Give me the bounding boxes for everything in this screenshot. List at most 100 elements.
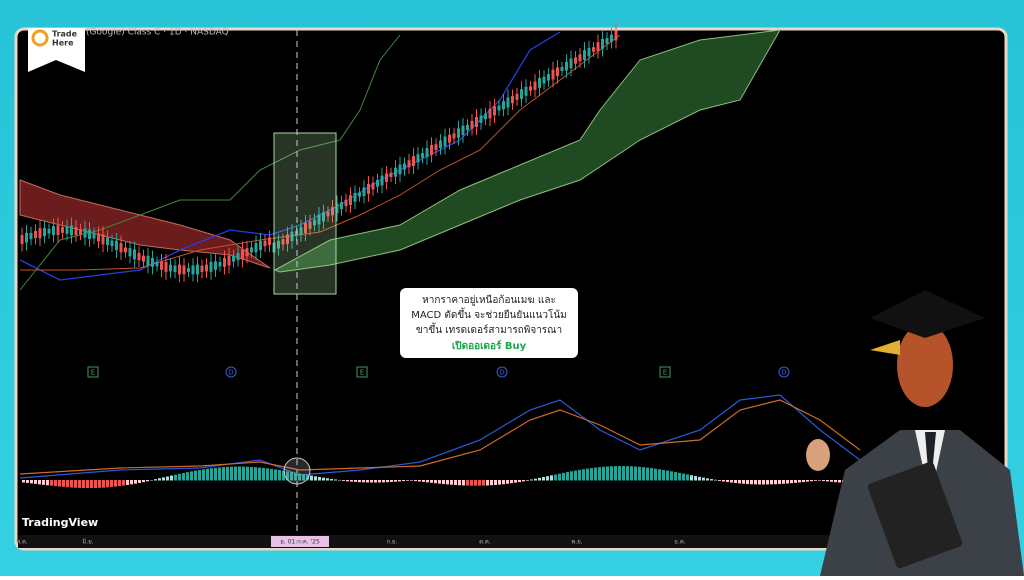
- histogram-bar: [158, 478, 161, 481]
- histogram-bar: [666, 470, 669, 481]
- candle-body: [151, 257, 154, 267]
- candle-body: [196, 264, 199, 275]
- candle-body: [448, 134, 451, 143]
- histogram-bar: [370, 480, 373, 483]
- macd-histogram: [22, 466, 861, 489]
- candle-body: [457, 128, 460, 138]
- histogram-bar: [522, 480, 525, 482]
- candle-body: [610, 34, 613, 42]
- candle-body: [434, 144, 438, 150]
- histogram-bar: [822, 480, 825, 482]
- histogram-bar: [710, 479, 713, 481]
- time-axis: [18, 535, 1004, 548]
- histogram-bar: [474, 480, 477, 486]
- histogram-bar: [706, 478, 709, 481]
- cross-marker: [283, 457, 311, 485]
- histogram-bar: [350, 480, 353, 482]
- histogram-bar: [610, 466, 613, 481]
- histogram-bar: [730, 480, 733, 483]
- histogram-bar: [670, 471, 673, 481]
- candle-body: [421, 153, 424, 158]
- histogram-bar: [582, 469, 585, 481]
- candle-body: [124, 247, 127, 253]
- histogram-bar: [282, 470, 285, 481]
- histogram-bar: [314, 476, 317, 481]
- histogram-bar: [142, 480, 145, 483]
- histogram-bar: [110, 480, 113, 487]
- histogram-bar: [722, 480, 725, 482]
- histogram-bar: [754, 480, 757, 485]
- candle-body: [583, 50, 586, 60]
- candle-body: [25, 232, 28, 243]
- candle-body: [304, 222, 307, 233]
- histogram-bar: [458, 480, 461, 486]
- candle-body: [538, 77, 541, 88]
- histogram-bar: [150, 480, 153, 481]
- histogram-bar: [202, 469, 205, 481]
- candle-body: [614, 30, 618, 41]
- histogram-bar: [178, 473, 181, 481]
- histogram-bar: [242, 466, 245, 481]
- histogram-bar: [826, 480, 829, 482]
- candle-body: [565, 61, 568, 71]
- histogram-bar: [446, 480, 449, 485]
- histogram-bar: [114, 480, 117, 487]
- candle-body: [533, 81, 537, 90]
- candle-body: [142, 255, 145, 262]
- candle-body: [601, 39, 604, 49]
- histogram-bar: [586, 468, 589, 481]
- histogram-bar: [790, 480, 793, 484]
- histogram-bar: [782, 480, 785, 484]
- histogram-bar: [46, 480, 49, 486]
- histogram-bar: [466, 480, 469, 486]
- candle-body: [263, 240, 267, 247]
- candle-body: [497, 105, 501, 111]
- candle-body: [115, 240, 118, 251]
- histogram-bar: [566, 472, 569, 481]
- candle-body: [592, 47, 595, 52]
- histogram-bar: [762, 480, 765, 485]
- macd-line: [19, 394, 861, 479]
- histogram-bar: [450, 480, 453, 485]
- histogram-bar: [70, 480, 73, 488]
- candle-body: [520, 89, 523, 99]
- histogram-bar: [798, 480, 801, 483]
- histogram-bar: [690, 475, 693, 481]
- histogram-bar: [506, 480, 509, 484]
- histogram-bar: [674, 472, 677, 481]
- candle-body: [70, 225, 73, 236]
- candle-body: [119, 243, 123, 253]
- candle-body: [362, 187, 366, 197]
- histogram-bar: [606, 466, 609, 481]
- candle-body: [29, 232, 33, 240]
- histogram-bar: [162, 477, 165, 481]
- histogram-bar: [358, 480, 361, 483]
- histogram-bar: [758, 480, 761, 485]
- histogram-bar: [662, 469, 665, 481]
- candle-body: [349, 195, 352, 205]
- histogram-bar: [554, 474, 557, 481]
- histogram-bar: [538, 477, 541, 481]
- candle-body: [412, 156, 415, 167]
- candle-body: [367, 183, 370, 194]
- histogram-bar: [394, 480, 397, 482]
- histogram-bar: [82, 480, 85, 488]
- candle-body: [394, 167, 397, 177]
- histogram-bar: [650, 468, 653, 481]
- event-label: D: [781, 369, 786, 377]
- time-label: ต.ค.: [479, 539, 491, 546]
- histogram-bar: [270, 468, 273, 481]
- histogram-bar: [218, 467, 221, 481]
- histogram-bar: [514, 480, 517, 483]
- candle-body: [529, 86, 532, 91]
- histogram-bar: [746, 480, 749, 485]
- logo-text: Trade: [52, 30, 78, 39]
- time-label: มิ.ย.: [82, 539, 93, 546]
- histogram-bar: [214, 467, 217, 481]
- callout-line: MACD ตัดขึ้น จะช่วยยืนยันแนวโน้ม: [411, 307, 567, 321]
- time-labels: พ.ค. มิ.ย. อ. 01 ก.ค. '25ส.ค. ก.ย. ต.ค. พ.ย. ธ…: [16, 536, 686, 547]
- time-label: พ.ย.: [571, 539, 582, 546]
- histogram-bar: [594, 467, 597, 481]
- histogram-bar: [518, 480, 521, 483]
